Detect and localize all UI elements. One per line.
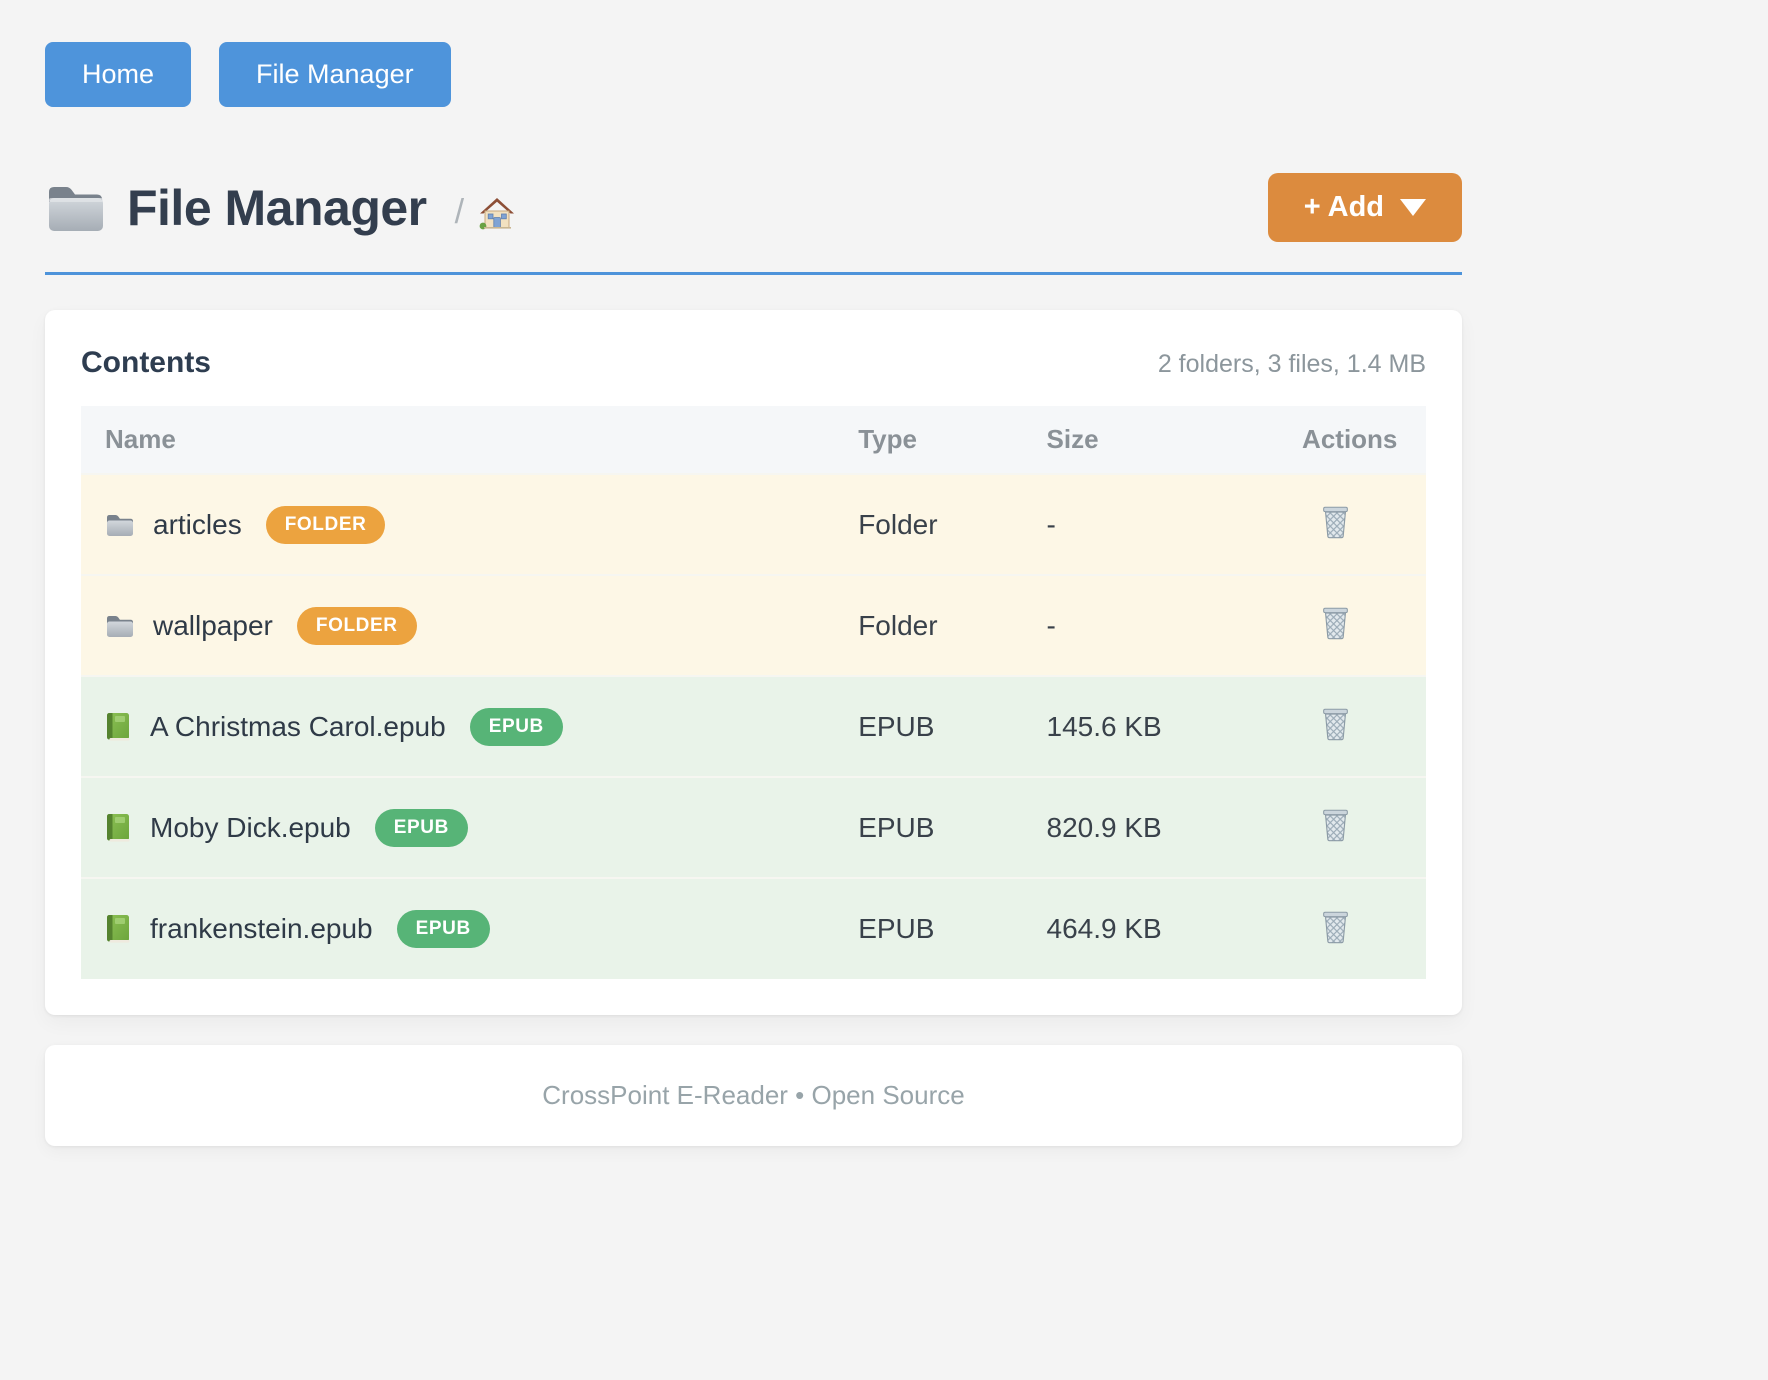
folder-icon [45, 181, 107, 235]
file-name[interactable]: Moby Dick.epub [150, 811, 351, 843]
table-row-moby-dick[interactable]: Moby Dick.epub EPUB EPUB 820.9 KB [81, 777, 1426, 878]
chevron-down-icon [1400, 199, 1426, 216]
epub-badge: EPUB [469, 707, 563, 746]
file-name[interactable]: wallpaper [153, 609, 273, 641]
table-row-articles[interactable]: articles FOLDER Folder - [81, 474, 1426, 575]
add-button[interactable]: + Add [1267, 173, 1462, 242]
table-row-frankenstein[interactable]: frankenstein.epub EPUB EPUB 464.9 KB [81, 878, 1426, 979]
epub-badge: EPUB [374, 808, 468, 847]
file-name[interactable]: frankenstein.epub [150, 913, 373, 944]
header-divider [45, 272, 1462, 275]
footer-text: CrossPoint E-Reader • Open Source [542, 1080, 965, 1110]
book-icon [105, 813, 132, 843]
type-cell: EPUB [858, 913, 935, 944]
top-nav: Home File Manager [45, 42, 1462, 107]
table-row-christmas-carol[interactable]: A Christmas Carol.epub EPUB EPUB 145.6 K… [81, 676, 1426, 777]
column-header-size: Size [1022, 406, 1279, 474]
footer: CrossPoint E-Reader • Open Source [45, 1045, 1462, 1146]
folder-icon [105, 512, 135, 538]
type-cell: Folder [858, 609, 938, 641]
size-cell: - [1046, 508, 1056, 540]
contents-header: Contents 2 folders, 3 files, 1.4 MB [81, 346, 1426, 380]
delete-button[interactable] [1320, 705, 1351, 741]
page-title: File Manager [127, 179, 427, 236]
folder-badge: FOLDER [265, 505, 386, 544]
breadcrumb: / [455, 193, 516, 232]
delete-button[interactable] [1320, 806, 1351, 842]
folder-icon [105, 613, 135, 639]
contents-card: Contents 2 folders, 3 files, 1.4 MB Name… [45, 310, 1462, 1015]
column-header-type: Type [834, 406, 1023, 474]
page: Home File Manager File Manager / [45, 0, 1462, 1146]
type-cell: EPUB [858, 710, 935, 742]
size-cell: - [1046, 609, 1056, 641]
size-cell: 464.9 KB [1046, 913, 1162, 944]
home-button[interactable]: Home [45, 42, 192, 107]
epub-badge: EPUB [396, 910, 490, 948]
delete-button[interactable] [1320, 604, 1351, 640]
breadcrumb-separator: / [454, 193, 465, 231]
file-name[interactable]: A Christmas Carol.epub [150, 710, 446, 742]
table-row-wallpaper[interactable]: wallpaper FOLDER Folder - [81, 575, 1426, 676]
delete-button[interactable] [1320, 908, 1351, 944]
book-icon [105, 914, 132, 944]
file-name[interactable]: articles [153, 508, 242, 540]
page-header: File Manager / + Add [45, 173, 1462, 242]
type-cell: EPUB [858, 811, 935, 843]
add-button-label: + Add [1303, 191, 1384, 223]
contents-title: Contents [81, 346, 211, 379]
table-header-row: Name Type Size Actions [81, 406, 1426, 474]
home-icon[interactable] [478, 195, 516, 231]
file-manager-button[interactable]: File Manager [219, 42, 451, 107]
folder-badge: FOLDER [296, 606, 417, 645]
size-cell: 145.6 KB [1046, 710, 1162, 742]
type-cell: Folder [858, 508, 938, 540]
size-cell: 820.9 KB [1046, 811, 1162, 843]
delete-button[interactable] [1320, 503, 1351, 539]
contents-summary: 2 folders, 3 files, 1.4 MB [1157, 350, 1426, 378]
title-wrap: File Manager / [45, 179, 516, 237]
book-icon [105, 712, 132, 742]
column-header-name: Name [81, 406, 835, 474]
file-table: Name Type Size Actions articles FOLDER F [81, 406, 1426, 979]
column-header-actions: Actions [1278, 406, 1426, 474]
